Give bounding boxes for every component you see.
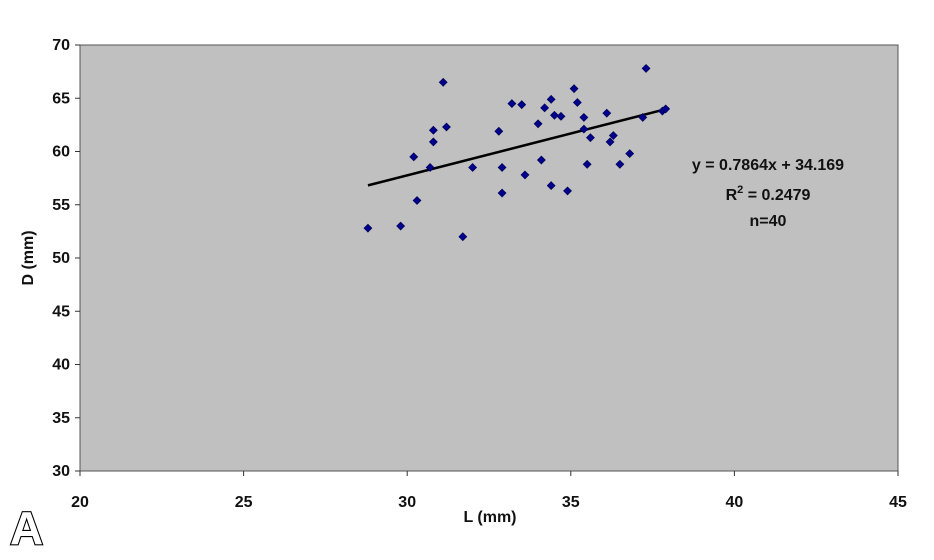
x-tick-label: 40 — [726, 494, 744, 511]
data-point — [625, 149, 635, 159]
data-point — [517, 100, 527, 110]
data-point — [602, 108, 612, 118]
data-point — [608, 131, 618, 140]
x-axis-title: L (mm) — [463, 509, 516, 526]
data-point — [412, 196, 422, 205]
data-point — [556, 111, 566, 121]
y-tick-label: 50 — [52, 250, 70, 267]
data-point — [546, 94, 556, 104]
data-point — [582, 159, 592, 169]
r2-prefix: R — [726, 187, 738, 204]
data-point — [638, 112, 648, 122]
data-point — [442, 122, 451, 132]
data-point — [409, 152, 419, 162]
axis-ticks: 30 35 40 45 50 55 60 65 70 20 25 30 35 40 45 — [52, 37, 907, 511]
data-point — [536, 155, 546, 165]
r2-value: = 0.2479 — [743, 187, 810, 204]
data-point — [438, 77, 448, 87]
data-point — [579, 112, 589, 122]
data-point — [458, 232, 468, 242]
data-point — [572, 98, 582, 107]
data-point — [546, 181, 556, 191]
data-point — [579, 124, 589, 134]
y-axis-title: D (mm) — [20, 230, 37, 285]
data-point — [507, 99, 517, 108]
data-point — [615, 159, 625, 169]
data-point — [494, 126, 504, 136]
data-point — [586, 133, 595, 143]
y-tick-label: 40 — [52, 357, 70, 374]
data-point — [569, 84, 579, 94]
x-tick-label: 30 — [398, 494, 416, 511]
data-point — [425, 163, 435, 172]
data-point — [396, 221, 406, 231]
y-tick-label: 70 — [52, 37, 70, 54]
plot-area — [79, 44, 899, 472]
r-squared-label: R2 = 0.2479 — [726, 184, 811, 204]
data-point — [363, 223, 373, 233]
panel-label: A — [10, 502, 43, 554]
x-tick-label: 35 — [562, 494, 580, 511]
data-points — [363, 64, 671, 242]
y-tick-label: 55 — [52, 197, 70, 214]
y-tick-label: 60 — [52, 144, 70, 161]
data-point — [520, 170, 530, 180]
data-point — [563, 186, 572, 196]
data-point — [550, 110, 559, 120]
data-point — [497, 188, 507, 198]
y-tick-label: 65 — [52, 90, 70, 107]
data-point — [605, 137, 615, 147]
x-tick-label: 45 — [889, 494, 907, 511]
data-point — [428, 137, 438, 147]
data-point — [641, 64, 651, 73]
y-tick-label: 45 — [52, 303, 70, 320]
data-point — [428, 125, 438, 135]
trendline-group — [367, 107, 670, 187]
trendline-equation: y = 0.7864x + 34.169 — [692, 157, 844, 174]
y-tick-label: 35 — [52, 410, 70, 427]
data-point — [661, 104, 671, 114]
trendline — [367, 107, 670, 187]
x-tick-label: 20 — [71, 494, 89, 511]
x-tick-label: 25 — [235, 494, 253, 511]
sample-size-label: n=40 — [750, 213, 787, 230]
r2-superscript: 2 — [737, 184, 743, 196]
data-point — [533, 119, 543, 129]
data-point — [540, 103, 550, 113]
data-point — [497, 163, 507, 172]
y-tick-label: 30 — [52, 463, 70, 480]
data-point — [468, 163, 478, 172]
